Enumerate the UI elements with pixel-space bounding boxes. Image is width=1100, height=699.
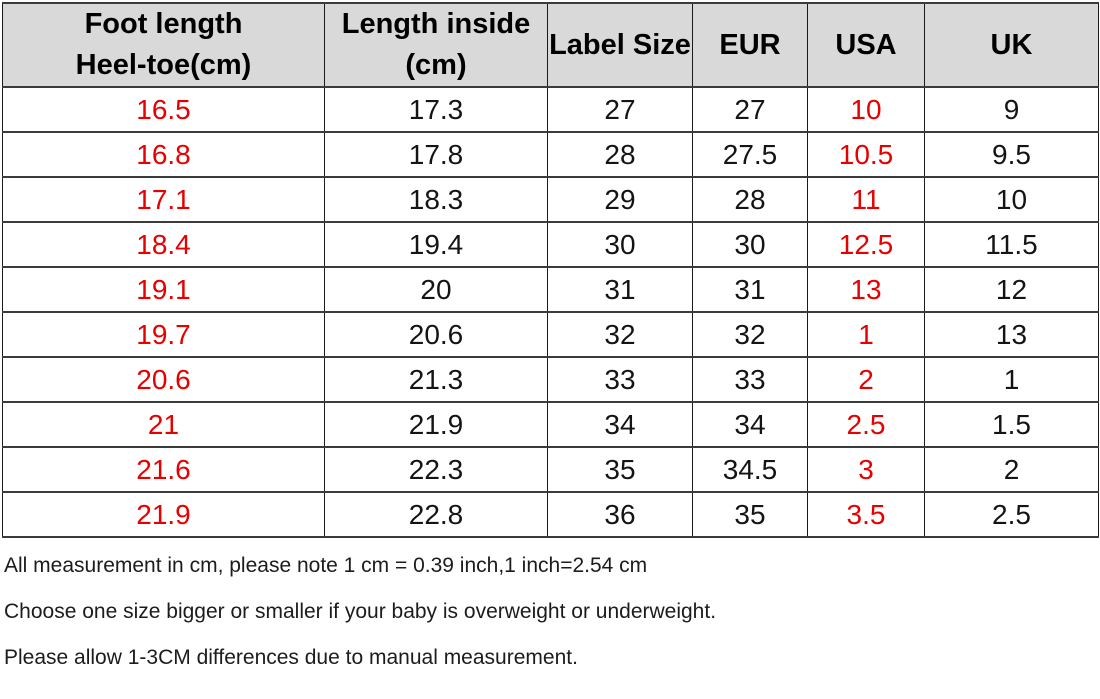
note-measurement-units: All measurement in cm, please note 1 cm … bbox=[4, 554, 648, 577]
column-header-eur: EUR bbox=[692, 2, 808, 88]
column-header-line: Length inside bbox=[341, 8, 531, 40]
cell: 19.7 bbox=[2, 311, 325, 358]
table-row: 19.1 20 31 31 13 12 bbox=[2, 266, 1099, 313]
note-tolerance: Please allow 1-3CM differences due to ma… bbox=[4, 646, 578, 669]
column-header-uk: UK bbox=[924, 2, 1099, 88]
cell: 33 bbox=[547, 356, 693, 403]
cell: 18.4 bbox=[2, 221, 325, 268]
table-row: 21 21.9 34 34 2.5 1.5 bbox=[2, 401, 1099, 448]
cell: 34.5 bbox=[692, 446, 808, 493]
cell: 21.9 bbox=[324, 401, 548, 448]
cell: 22.3 bbox=[324, 446, 548, 493]
cell: 13 bbox=[924, 311, 1099, 358]
cell: 11.5 bbox=[924, 221, 1099, 268]
cell: 34 bbox=[692, 401, 808, 448]
cell: 33 bbox=[692, 356, 808, 403]
cell: 1 bbox=[807, 311, 925, 358]
cell: 20 bbox=[324, 266, 548, 313]
cell: 21 bbox=[2, 401, 325, 448]
cell: 21.9 bbox=[2, 491, 325, 538]
cell: 31 bbox=[692, 266, 808, 313]
cell: 17.1 bbox=[2, 176, 325, 223]
cell: 16.5 bbox=[2, 86, 325, 133]
cell: 12 bbox=[924, 266, 1099, 313]
cell: 10 bbox=[807, 86, 925, 133]
cell: 13 bbox=[807, 266, 925, 313]
cell: 19.4 bbox=[324, 221, 548, 268]
cell: 16.8 bbox=[2, 131, 325, 178]
cell: 31 bbox=[547, 266, 693, 313]
cell: 32 bbox=[692, 311, 808, 358]
cell: 20.6 bbox=[324, 311, 548, 358]
column-header-foot-length: Foot length Heel-toe(cm) bbox=[2, 2, 325, 88]
cell: 36 bbox=[547, 491, 693, 538]
cell: 9.5 bbox=[924, 131, 1099, 178]
cell: 2 bbox=[924, 446, 1099, 493]
cell: 34 bbox=[547, 401, 693, 448]
cell: 28 bbox=[547, 131, 693, 178]
table-row: 19.7 20.6 32 32 1 13 bbox=[2, 311, 1099, 358]
table-row: 21.6 22.3 35 34.5 3 2 bbox=[2, 446, 1099, 493]
column-header-usa: USA bbox=[807, 2, 925, 88]
cell: 9 bbox=[924, 86, 1099, 133]
cell: 3 bbox=[807, 446, 925, 493]
column-header-line: Foot length bbox=[84, 8, 243, 40]
cell: 3.5 bbox=[807, 491, 925, 538]
table-row: 18.4 19.4 30 30 12.5 11.5 bbox=[2, 221, 1099, 268]
notes-section: All measurement in cm, please note 1 cm … bbox=[0, 538, 1100, 673]
cell: 29 bbox=[547, 176, 693, 223]
cell: 27.5 bbox=[692, 131, 808, 178]
header-row: Foot length Heel-toe(cm) Length inside (… bbox=[2, 2, 1099, 88]
cell: 2.5 bbox=[924, 491, 1099, 538]
cell: 17.3 bbox=[324, 86, 548, 133]
cell: 27 bbox=[547, 86, 693, 133]
cell: 2 bbox=[807, 356, 925, 403]
column-header-length-inside: Length inside (cm) bbox=[324, 2, 548, 88]
cell: 12.5 bbox=[807, 221, 925, 268]
cell: 35 bbox=[692, 491, 808, 538]
cell: 11 bbox=[807, 176, 925, 223]
cell: 1.5 bbox=[924, 401, 1099, 448]
cell: 17.8 bbox=[324, 131, 548, 178]
column-header-line: (cm) bbox=[405, 49, 467, 81]
cell: 27 bbox=[692, 86, 808, 133]
table-row: 16.5 17.3 27 27 10 9 bbox=[2, 86, 1099, 133]
table-row: 21.9 22.8 36 35 3.5 2.5 bbox=[2, 491, 1099, 538]
cell: 19.1 bbox=[2, 266, 325, 313]
table-row: 17.1 18.3 29 28 11 10 bbox=[2, 176, 1099, 223]
cell: 35 bbox=[547, 446, 693, 493]
cell: 10 bbox=[924, 176, 1099, 223]
cell: 30 bbox=[692, 221, 808, 268]
size-chart-table: Foot length Heel-toe(cm) Length inside (… bbox=[2, 2, 1099, 538]
cell: 2.5 bbox=[807, 401, 925, 448]
cell: 22.8 bbox=[324, 491, 548, 538]
note-size-advice: Choose one size bigger or smaller if you… bbox=[4, 600, 717, 623]
cell: 18.3 bbox=[324, 176, 548, 223]
cell: 21.6 bbox=[2, 446, 325, 493]
column-header-label-size: Label Size bbox=[547, 2, 693, 88]
table-row: 16.8 17.8 28 27.5 10.5 9.5 bbox=[2, 131, 1099, 178]
cell: 1 bbox=[924, 356, 1099, 403]
table-row: 20.6 21.3 33 33 2 1 bbox=[2, 356, 1099, 403]
cell: 28 bbox=[692, 176, 808, 223]
cell: 32 bbox=[547, 311, 693, 358]
cell: 30 bbox=[547, 221, 693, 268]
cell: 10.5 bbox=[807, 131, 925, 178]
cell: 20.6 bbox=[2, 356, 325, 403]
size-table-body: 16.5 17.3 27 27 10 9 16.8 17.8 28 27.5 10.5 9.5 17.1… bbox=[2, 86, 1099, 538]
cell: 21.3 bbox=[324, 356, 548, 403]
column-header-line: Heel-toe(cm) bbox=[75, 49, 252, 81]
